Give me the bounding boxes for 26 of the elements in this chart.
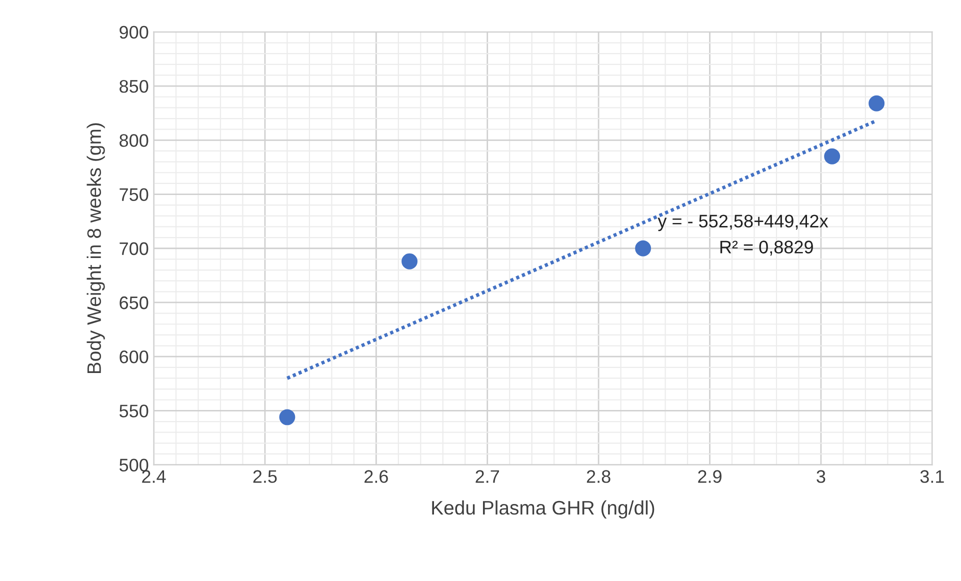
annotation: R² = 0,8829: [720, 240, 813, 256]
y-tick-label: 800: [120, 134, 148, 147]
y-tick-label: 900: [120, 26, 148, 39]
x-tick-label: 2.5: [253, 470, 277, 483]
y-tick-label: 550: [120, 404, 148, 418]
x-tick-label: 2.4: [142, 470, 166, 483]
x-axis-title: Kedu Plasma GHR (ng/dl): [432, 500, 654, 519]
x-tick-label: 3: [816, 470, 826, 483]
point: [824, 148, 840, 164]
annotation: y = - 552,58+449,42x: [658, 214, 828, 232]
x-tick-label: 2.6: [364, 470, 388, 483]
y-axis-title: Body Weight in 8 weeks (gm): [86, 123, 105, 374]
x-tick-label: 2.8: [586, 470, 610, 483]
point: [635, 240, 652, 256]
x-tick-label: 3.1: [920, 470, 944, 483]
y-tick-label: 850: [120, 80, 148, 93]
y-tick-label: 750: [120, 188, 148, 201]
point: [402, 253, 418, 270]
y-tick-label: 700: [120, 242, 148, 256]
x-tick-label: 2.7: [476, 470, 500, 483]
y-tick-label: 500: [120, 458, 148, 472]
point: [279, 409, 296, 426]
point: [868, 95, 885, 112]
x-tick-label: 2.9: [698, 470, 722, 483]
y-tick-label: 600: [120, 350, 148, 364]
y-tick-label: 650: [120, 296, 148, 310]
